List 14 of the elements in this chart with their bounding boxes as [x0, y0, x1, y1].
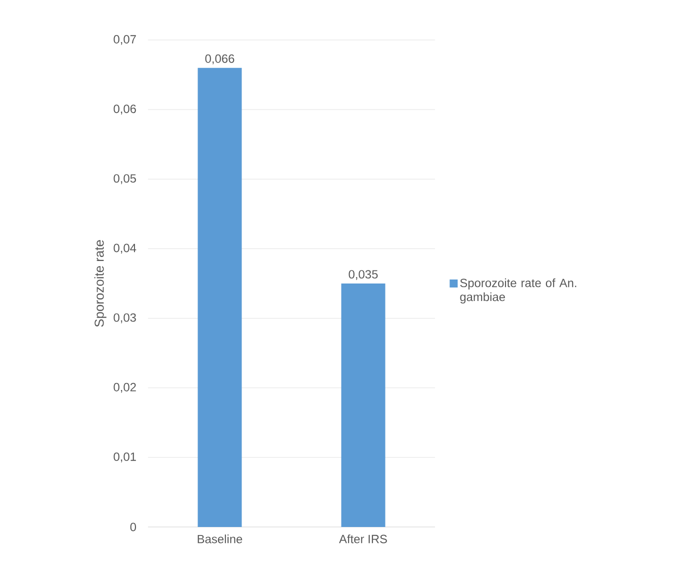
y-tick-label: 0,04: [114, 244, 136, 254]
y-tick-label: 0: [130, 522, 136, 532]
y-tick-label: 0,02: [114, 382, 136, 393]
y-tick-label: 0,03: [114, 313, 136, 324]
y-tick-label: 0,06: [114, 104, 136, 114]
y-tick-label: 0,07: [114, 35, 136, 45]
legend-label: Sporozoite rate of An. gambiae: [460, 278, 576, 304]
data-label: 0,066: [205, 54, 234, 64]
x-tick-label: After IRS: [339, 534, 387, 544]
y-axis-title: Sporozoite rate: [94, 240, 106, 327]
data-label: 0,035: [348, 270, 378, 280]
y-tick-label: 0,05: [114, 174, 136, 184]
y-tick-label: 0,01: [114, 452, 136, 462]
x-tick-label: Baseline: [198, 534, 242, 544]
